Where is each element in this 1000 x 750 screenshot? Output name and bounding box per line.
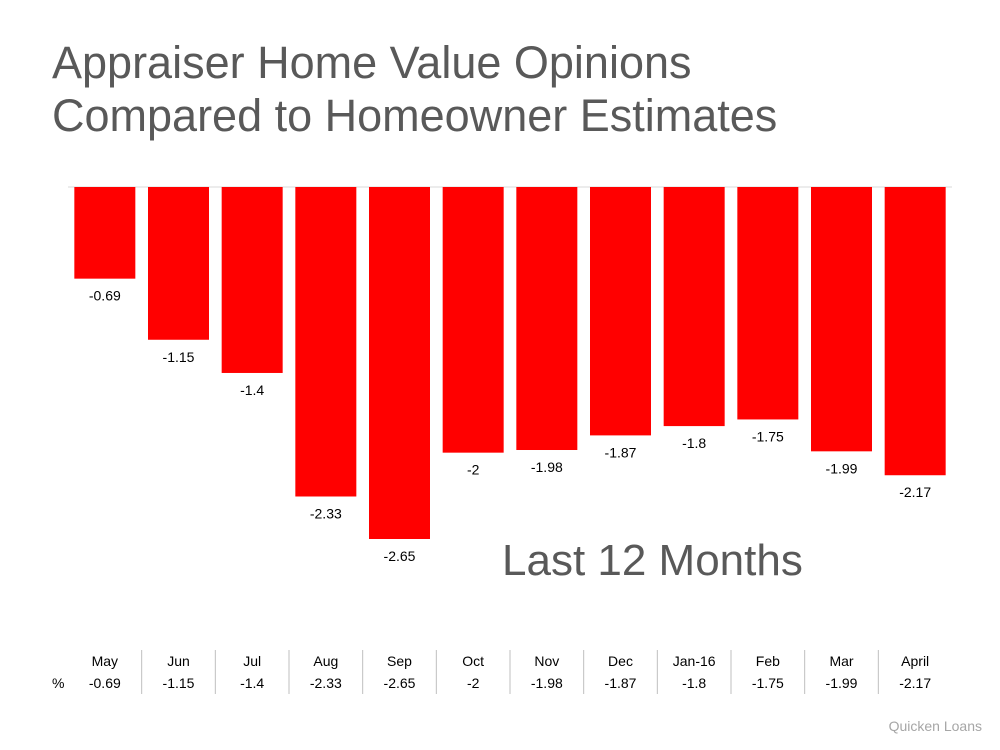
bar-dec [590, 187, 651, 436]
bar-oct [442, 187, 504, 453]
table-category-label: Nov [534, 653, 559, 669]
data-label: -2.17 [899, 484, 931, 500]
chart-subtitle: Last 12 Months [502, 536, 803, 585]
chart-title: Appraiser Home Value Opinions Compared t… [52, 37, 778, 141]
bar-feb [737, 187, 799, 420]
table-value-cell: -1.75 [752, 675, 784, 691]
data-label: -0.69 [89, 288, 121, 304]
bar-nov [516, 187, 578, 451]
table-category-label: Jul [243, 653, 261, 669]
table-value-cell: -1.99 [826, 675, 858, 691]
data-label: -1.8 [682, 435, 706, 451]
bar-may [74, 187, 136, 279]
bar-mar [811, 187, 872, 452]
table-category-label: Feb [756, 653, 780, 669]
data-label: -1.98 [531, 459, 563, 475]
table-category-label: Dec [608, 653, 633, 669]
bar-aug [295, 187, 357, 497]
table-category-label: Mar [829, 653, 853, 669]
table-value-cell: -2 [467, 675, 480, 691]
table-value-cell: -2.65 [384, 675, 416, 691]
table-value-cell: -1.98 [531, 675, 563, 691]
source-credit: Quicken Loans [888, 718, 982, 734]
table-category-label: Jan-16 [673, 653, 716, 669]
table-category-label: Oct [462, 653, 484, 669]
table-category-label: Sep [387, 653, 412, 669]
data-label: -1.87 [605, 444, 637, 460]
table-value-cell: -1.4 [240, 675, 264, 691]
data-label: -2 [467, 462, 480, 478]
data-label: -1.4 [240, 382, 264, 398]
data-label: -1.15 [163, 349, 195, 365]
bar-jun [148, 187, 209, 340]
bar-sep [369, 187, 430, 539]
table-category-label: Jun [167, 653, 190, 669]
table-value-cell: -0.69 [89, 675, 121, 691]
table-value-cell: -1.8 [682, 675, 706, 691]
table-value-cell: -1.15 [163, 675, 195, 691]
data-label: -2.65 [384, 548, 416, 564]
bar-jan-16 [663, 187, 725, 427]
data-label: -1.75 [752, 428, 784, 444]
table-value-cell: -2.17 [899, 675, 931, 691]
table-category-label: May [92, 653, 118, 669]
table-category-label: Aug [313, 653, 338, 669]
data-label: -1.99 [826, 460, 858, 476]
table-category-label: April [901, 653, 929, 669]
table-value-cell: -1.87 [605, 675, 637, 691]
data-label: -2.33 [310, 505, 342, 521]
bar-april [884, 187, 946, 476]
bar-jul [221, 187, 283, 373]
table-value-cell: -2.33 [310, 675, 342, 691]
table-row-label: % [52, 675, 64, 691]
